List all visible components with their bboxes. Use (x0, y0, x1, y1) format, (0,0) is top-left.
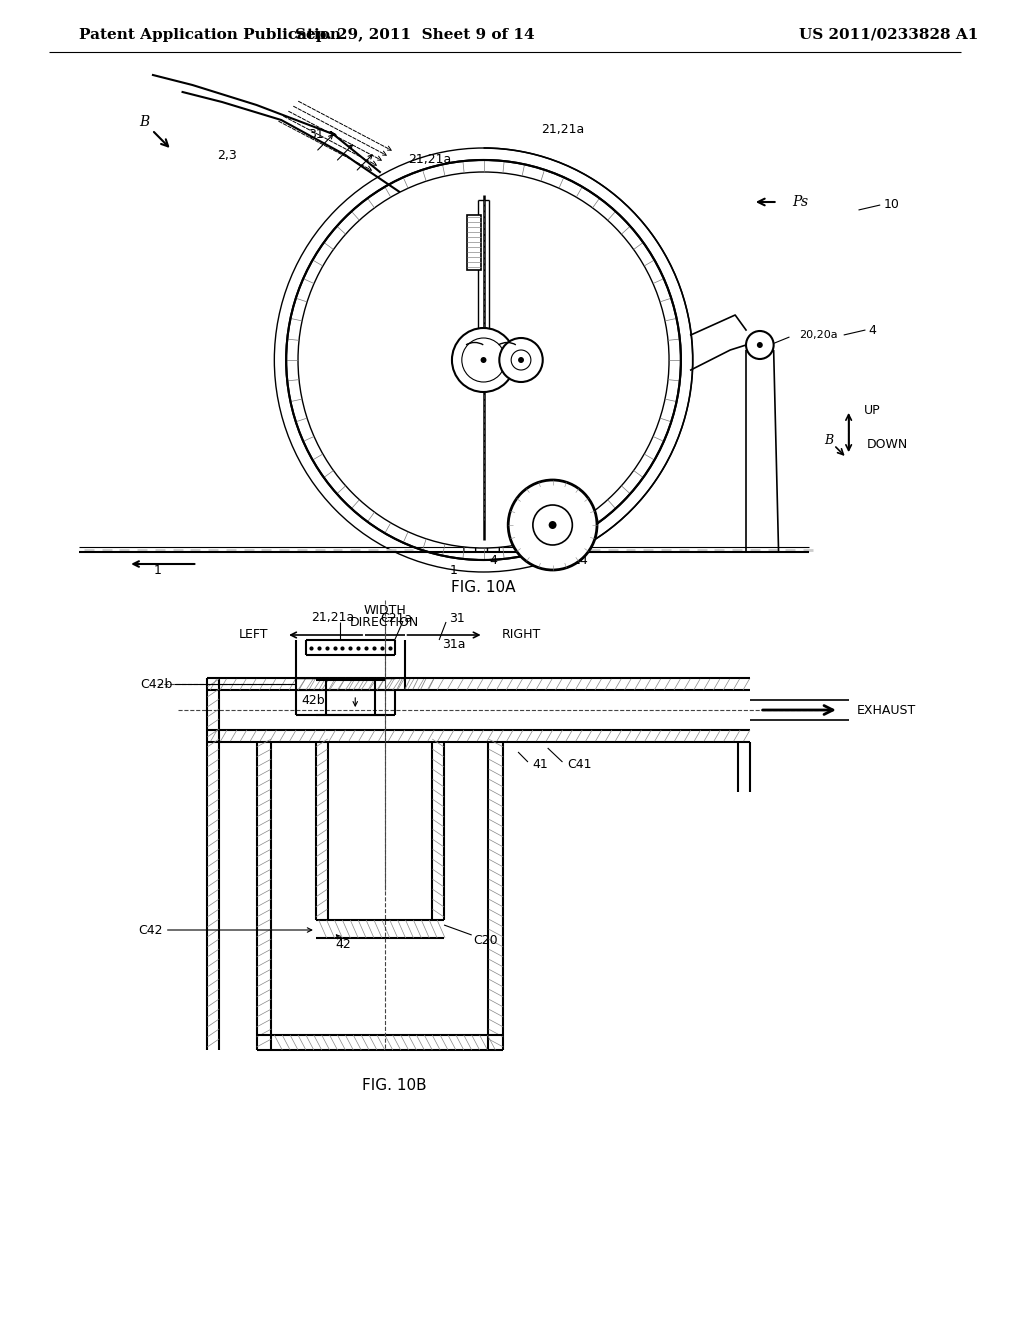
Circle shape (298, 172, 669, 548)
Text: Z2: Z2 (529, 298, 546, 312)
Circle shape (452, 327, 515, 392)
Text: DIRECTION Dc: DIRECTION Dc (374, 438, 401, 508)
Text: Pf: Pf (535, 553, 548, 566)
Text: 20,20a: 20,20a (800, 330, 838, 341)
Text: 21,1: 21,1 (553, 544, 581, 557)
Circle shape (500, 338, 543, 381)
Text: US 2011/0233828 A1: US 2011/0233828 A1 (800, 28, 979, 42)
Text: 21,1: 21,1 (312, 408, 340, 421)
Text: 4: 4 (489, 553, 498, 566)
Text: C20: C20 (474, 933, 499, 946)
Text: C42: C42 (138, 924, 163, 936)
Text: 31a: 31a (488, 220, 509, 230)
Text: C41: C41 (457, 368, 481, 381)
Text: B: B (139, 115, 150, 129)
Polygon shape (467, 215, 480, 271)
Text: Z1: Z1 (445, 298, 462, 312)
Text: CIRCUMFERENTIAL: CIRCUMFERENTIAL (360, 401, 393, 492)
Text: 42: 42 (336, 939, 351, 952)
Text: 42b: 42b (301, 693, 325, 706)
Text: C20: C20 (570, 348, 595, 362)
Circle shape (511, 350, 530, 370)
Text: 21,21a: 21,21a (541, 124, 584, 136)
Circle shape (532, 506, 572, 545)
Text: Patent Application Publication: Patent Application Publication (79, 28, 341, 42)
Text: 10: 10 (883, 198, 899, 211)
Text: 41: 41 (532, 759, 549, 771)
Text: Sep. 29, 2011  Sheet 9 of 14: Sep. 29, 2011 Sheet 9 of 14 (295, 28, 535, 42)
Text: C41: C41 (567, 759, 592, 771)
Text: 1: 1 (450, 564, 458, 577)
Text: 31: 31 (308, 128, 324, 141)
Text: 2,3: 2,3 (217, 149, 237, 161)
Text: 24: 24 (572, 553, 588, 566)
Text: DOWN: DOWN (866, 438, 907, 451)
Text: 31a: 31a (442, 639, 466, 652)
Text: LEFT: LEFT (239, 628, 268, 642)
Text: θ: θ (453, 342, 460, 355)
Text: FIG. 10A: FIG. 10A (452, 579, 516, 594)
Text: 42: 42 (541, 362, 556, 375)
Circle shape (757, 342, 763, 348)
Text: UP: UP (863, 404, 880, 417)
Text: WIDTH: WIDTH (364, 603, 407, 616)
Text: FIG. 10B: FIG. 10B (362, 1077, 427, 1093)
Text: 1: 1 (154, 564, 162, 577)
Text: θ: θ (503, 342, 510, 355)
Text: AIR INTAKE: AIR INTAKE (444, 235, 494, 244)
Circle shape (746, 331, 774, 359)
Circle shape (518, 356, 524, 363)
Text: 31: 31 (449, 611, 465, 624)
Circle shape (286, 160, 681, 560)
Text: 21,21a: 21,21a (408, 153, 451, 166)
Text: DIRECTION: DIRECTION (350, 615, 420, 628)
Circle shape (508, 480, 597, 570)
Circle shape (480, 356, 486, 363)
Text: RIGHT: RIGHT (502, 628, 541, 642)
Text: B: B (824, 433, 834, 446)
Text: EXHAUST: EXHAUST (856, 704, 915, 717)
Text: C21a: C21a (380, 611, 413, 624)
Text: 4: 4 (868, 323, 877, 337)
Text: Ps: Ps (793, 195, 809, 209)
Text: C42b: C42b (140, 677, 173, 690)
Text: 42b: 42b (419, 298, 442, 312)
Text: 21,21a: 21,21a (311, 611, 354, 624)
Circle shape (549, 521, 557, 529)
